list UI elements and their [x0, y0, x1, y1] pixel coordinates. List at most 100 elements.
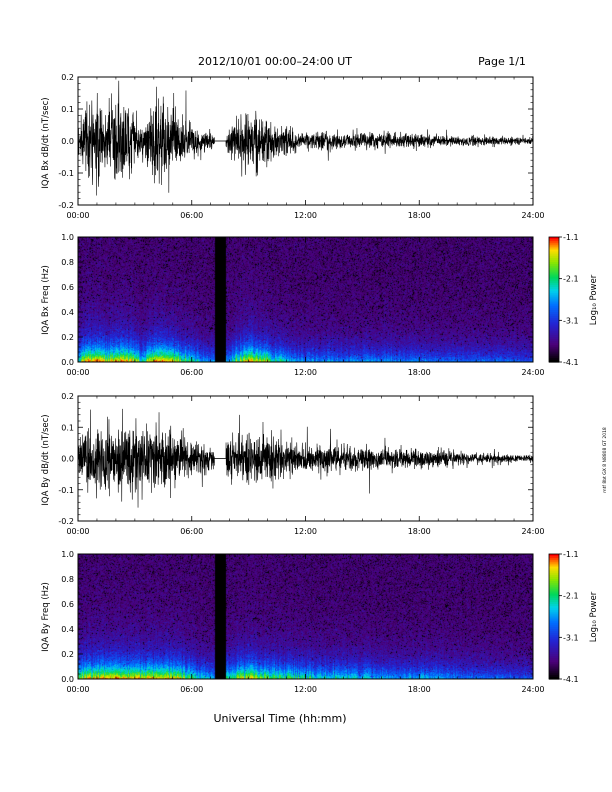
colorbar-band: [549, 616, 559, 620]
by-spec-ytick-label: 0.2: [61, 650, 74, 659]
colorbar-band: [549, 318, 559, 321]
bx-wave-xtick-label: 00:00: [66, 211, 89, 220]
bx-spec-xtick-label: 18:00: [408, 368, 431, 377]
colorbar-band: [549, 645, 559, 649]
colorbar-band: [549, 305, 559, 309]
colorbar-band: [549, 633, 559, 636]
bx-wave-ytick-label: 0.2: [61, 73, 74, 82]
bx-spec-ytick-label: 0.0: [61, 358, 74, 367]
bx-spec-ytick-label: 0.8: [61, 258, 74, 267]
by-waveform-ticks: 0.2 0.1 0.0 -0.1 -0.200:00 06:00 12:00 18:00 24:…: [58, 392, 544, 536]
colorbar-band: [549, 332, 559, 336]
bx-colorbar-gradient: [549, 237, 559, 363]
colorbar-band: [549, 278, 559, 282]
colorbar-band: [549, 666, 559, 670]
bx-wave-xtick-label: 06:00: [180, 211, 203, 220]
colorbar-tick-label: -3.1: [563, 316, 579, 325]
colorbar-band: [549, 554, 559, 557]
colorbar-band: [549, 237, 559, 240]
bx-wave-xtick-label: 18:00: [408, 211, 431, 220]
colorbar-band: [549, 676, 559, 680]
colorbar-band: [549, 637, 559, 641]
by-spectrogram-panel: IQA By Freq (Hz) 1.0 0.8 0.6 0.4 0.2 0.000:00…: [41, 550, 545, 694]
colorbar-band: [549, 330, 559, 334]
bx-spectrogram-panel: IQA Bx Freq (Hz) 1.0 0.8 0.6 0.4 0.2 0.000:00…: [41, 233, 545, 377]
colorbar-band: [549, 359, 559, 363]
colorbar-band: [549, 326, 559, 330]
colorbar-band: [549, 585, 559, 588]
colorbar-band: [549, 583, 559, 586]
colorbar-tick-label: -2.1: [563, 275, 579, 284]
colorbar-band: [549, 274, 559, 278]
colorbar-band: [549, 339, 559, 342]
x-axis-label: Universal Time (hh:mm): [214, 712, 347, 725]
colorbar-band: [549, 599, 559, 603]
colorbar-band: [549, 322, 559, 326]
colorbar-band: [549, 639, 559, 643]
colorbar-band: [549, 564, 559, 568]
colorbar-band: [549, 622, 559, 626]
colorbar-band: [549, 610, 559, 613]
bx-spec-ytick-label: 0.2: [61, 333, 74, 342]
colorbar-band: [549, 316, 559, 319]
colorbar-band: [549, 259, 559, 263]
colorbar-band: [549, 268, 559, 271]
bx-colorbar-ticks: -1.1 -2.1 -3.1 -4.1: [559, 233, 579, 367]
colorbar-band: [549, 651, 559, 655]
by-spec-xtick-label: 24:00: [521, 685, 544, 694]
colorbar-band: [549, 266, 559, 269]
colorbar-band: [549, 635, 559, 638]
colorbar-band: [549, 257, 559, 261]
colorbar-tick-label: -3.1: [563, 633, 579, 642]
by-wave-xtick-label: 18:00: [408, 527, 431, 536]
by-spectrogram-ticks: 1.0 0.8 0.6 0.4 0.2 0.000:00 06:00 12:00 18:00 24…: [61, 550, 544, 694]
bx-spec-xtick-label: 00:00: [66, 368, 89, 377]
colorbar-band: [549, 255, 559, 259]
bx-spec-xtick-label: 06:00: [180, 368, 203, 377]
colorbar-band: [549, 606, 559, 609]
by-spec-ytick-label: 0.6: [61, 600, 74, 609]
colorbar-band: [549, 309, 559, 313]
bx-wave-xtick-label: 24:00: [521, 211, 544, 220]
bx-wave-ytick-label: 0.1: [61, 105, 74, 114]
colorbar-band: [549, 243, 559, 246]
by-wave-ytick-label: 0.0: [61, 455, 74, 464]
colorbar-band: [549, 593, 559, 597]
colorbar-band: [549, 312, 559, 315]
colorbar-band: [549, 597, 559, 601]
by-wave-trace: [77, 408, 534, 508]
colorbar-band: [549, 572, 559, 576]
colorbar-band: [549, 574, 559, 578]
by-colorbar: -1.1 -2.1 -3.1 -4.1 Log₁₀ Power: [548, 550, 599, 684]
by-colorbar-ticks: -1.1 -2.1 -3.1 -4.1: [559, 550, 579, 684]
colorbar-band: [549, 618, 559, 622]
bx-spec-ytick-label: 0.6: [61, 283, 74, 292]
colorbar-band: [549, 589, 559, 593]
colorbar-band: [549, 272, 559, 276]
colorbar-band: [549, 568, 559, 572]
bx-colorbar: -1.1 -2.1 -3.1 -4.1 Log₁₀ Power: [548, 233, 599, 367]
colorbar-band: [549, 558, 559, 561]
by-spec-ytick-label: 1.0: [61, 550, 74, 559]
colorbar-band: [549, 556, 559, 559]
colorbar-band: [549, 253, 559, 257]
colorbar-band: [549, 581, 559, 584]
colorbar-band: [549, 608, 559, 611]
colorbar-band: [549, 672, 559, 676]
colorbar-band: [549, 587, 559, 591]
colorbar-band: [549, 341, 559, 344]
by-wave-ytick-label: 0.1: [61, 423, 74, 432]
colorbar-band: [549, 287, 559, 290]
by-colorbar-gradient: [549, 554, 559, 680]
colorbar-band: [549, 570, 559, 574]
by-spec-ytick-label: 0.8: [61, 575, 74, 584]
colorbar-band: [549, 334, 559, 338]
colorbar-band: [549, 629, 559, 632]
colorbar-band: [549, 591, 559, 595]
colorbar-band: [549, 303, 559, 307]
side-note: mtf 8bt GX 8 N8808 GT 2018: [602, 427, 608, 493]
colorbar-band: [549, 647, 559, 651]
colorbar-band: [549, 241, 559, 244]
by-colorbar-frame: [548, 553, 560, 680]
